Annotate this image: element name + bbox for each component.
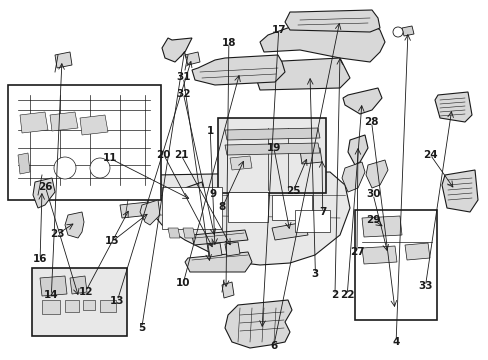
Bar — [100, 300, 116, 312]
Polygon shape — [33, 178, 55, 208]
Bar — [42, 300, 60, 314]
Polygon shape — [184, 252, 251, 272]
Polygon shape — [168, 228, 180, 238]
Circle shape — [392, 27, 402, 37]
Polygon shape — [361, 216, 401, 237]
Text: 29: 29 — [365, 215, 380, 225]
Polygon shape — [140, 200, 160, 225]
Text: 2: 2 — [331, 290, 338, 300]
Text: 30: 30 — [365, 189, 380, 199]
Text: 13: 13 — [110, 296, 124, 306]
Text: 10: 10 — [176, 278, 190, 288]
Text: 6: 6 — [270, 341, 277, 351]
Text: 32: 32 — [176, 89, 190, 99]
Polygon shape — [224, 128, 319, 140]
Polygon shape — [40, 276, 67, 296]
Bar — [354, 210, 436, 320]
Polygon shape — [256, 58, 349, 90]
Bar — [8, 85, 161, 200]
Polygon shape — [365, 160, 387, 188]
Polygon shape — [183, 228, 195, 238]
Bar — [294, 210, 329, 232]
Polygon shape — [260, 18, 384, 62]
Polygon shape — [361, 246, 396, 264]
Text: 19: 19 — [266, 143, 281, 153]
Circle shape — [54, 157, 76, 179]
Bar — [218, 118, 325, 193]
Polygon shape — [180, 182, 204, 218]
Bar — [271, 195, 311, 220]
Text: 28: 28 — [364, 117, 378, 127]
Polygon shape — [347, 135, 367, 165]
Polygon shape — [404, 243, 429, 260]
Polygon shape — [434, 92, 471, 122]
Text: 9: 9 — [209, 189, 216, 199]
Polygon shape — [65, 212, 84, 238]
Text: 15: 15 — [105, 236, 120, 246]
Text: 14: 14 — [44, 290, 59, 300]
Polygon shape — [222, 282, 234, 298]
Text: 23: 23 — [50, 229, 65, 239]
Polygon shape — [224, 143, 319, 155]
Polygon shape — [148, 172, 349, 265]
Text: 16: 16 — [33, 254, 47, 264]
Text: 7: 7 — [318, 207, 326, 217]
Text: 11: 11 — [102, 153, 117, 163]
Polygon shape — [224, 242, 240, 256]
Polygon shape — [192, 230, 247, 245]
Polygon shape — [341, 162, 364, 192]
Text: 33: 33 — [417, 281, 432, 291]
Polygon shape — [70, 276, 87, 294]
Polygon shape — [50, 112, 78, 131]
Text: 27: 27 — [349, 247, 364, 257]
Polygon shape — [80, 115, 108, 135]
Text: 24: 24 — [422, 150, 437, 160]
Text: 26: 26 — [38, 182, 53, 192]
Text: 12: 12 — [78, 287, 93, 297]
Text: 18: 18 — [221, 38, 236, 48]
Polygon shape — [229, 156, 251, 170]
Text: 1: 1 — [206, 126, 213, 136]
Bar — [162, 187, 222, 229]
Polygon shape — [342, 88, 381, 114]
Text: 8: 8 — [219, 202, 225, 212]
Polygon shape — [299, 148, 321, 164]
Text: 3: 3 — [311, 269, 318, 279]
Bar — [83, 300, 95, 310]
Polygon shape — [20, 112, 48, 133]
Polygon shape — [192, 55, 285, 85]
Text: 25: 25 — [285, 186, 300, 196]
Polygon shape — [18, 153, 30, 174]
Polygon shape — [441, 170, 477, 212]
Bar — [65, 300, 79, 312]
Text: 22: 22 — [339, 290, 354, 300]
Polygon shape — [285, 10, 379, 32]
Polygon shape — [207, 243, 222, 257]
Bar — [227, 192, 267, 222]
Polygon shape — [184, 52, 200, 65]
Text: 31: 31 — [176, 72, 190, 82]
Polygon shape — [224, 300, 291, 348]
Polygon shape — [401, 26, 413, 36]
Polygon shape — [271, 222, 307, 240]
Polygon shape — [162, 38, 192, 62]
Text: 5: 5 — [138, 323, 145, 333]
Bar — [32, 268, 127, 336]
Polygon shape — [120, 202, 150, 218]
Circle shape — [90, 158, 110, 178]
Text: 4: 4 — [391, 337, 399, 347]
Polygon shape — [55, 52, 72, 68]
Text: 20: 20 — [156, 150, 171, 160]
Text: 17: 17 — [271, 24, 285, 35]
Text: 21: 21 — [173, 150, 188, 160]
